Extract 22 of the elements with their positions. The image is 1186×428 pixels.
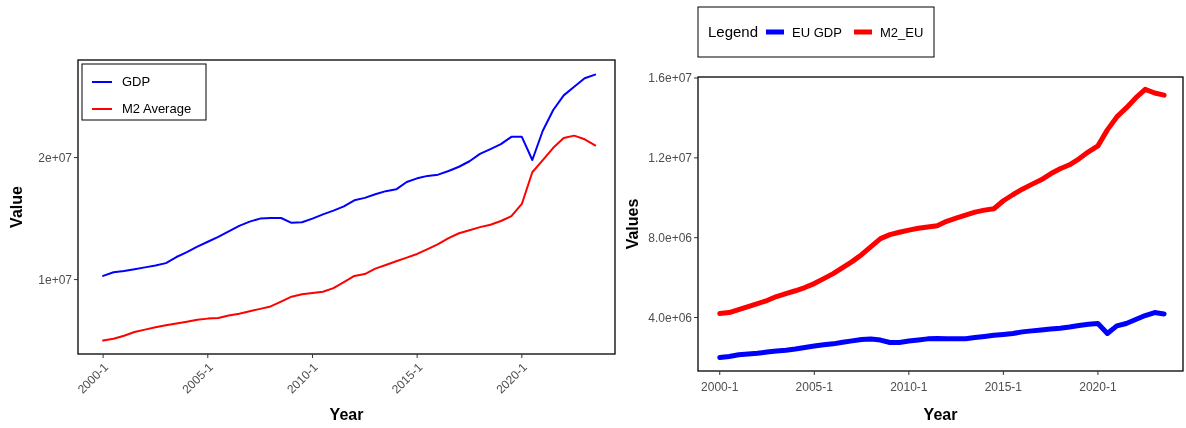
y-tick-label: 1.2e+07 [648, 151, 693, 166]
y-axis-title: Values [624, 198, 641, 250]
legend-label: M2 Average [122, 101, 192, 116]
legend-title: Legend [708, 23, 759, 40]
y-tick-label: 1e+07 [38, 272, 73, 287]
line-series [102, 73, 597, 277]
x-tick-label: 2000-1 [701, 380, 739, 394]
y-tick-label: 2e+07 [38, 150, 73, 165]
x-axis-title: Year [923, 406, 958, 423]
y-axis-title: Value [8, 186, 25, 228]
x-tick-label: 2020-1 [1079, 380, 1117, 394]
x-axis-title: Year [329, 406, 364, 423]
legend-label: M2_EU [880, 25, 924, 40]
y-tick-label: 1.6e+07 [648, 71, 693, 86]
legend-label: EU GDP [792, 25, 842, 40]
x-tick-label: 2005-1 [795, 380, 834, 394]
y-tick-label: 8.0e+06 [648, 230, 693, 245]
x-tick-label: 2015-1 [984, 380, 1023, 394]
legend-label: GDP [122, 74, 151, 89]
y-tick-label: 4.0e+06 [648, 310, 693, 325]
line-series [102, 134, 597, 342]
x-tick-label: 2010-1 [890, 380, 928, 394]
